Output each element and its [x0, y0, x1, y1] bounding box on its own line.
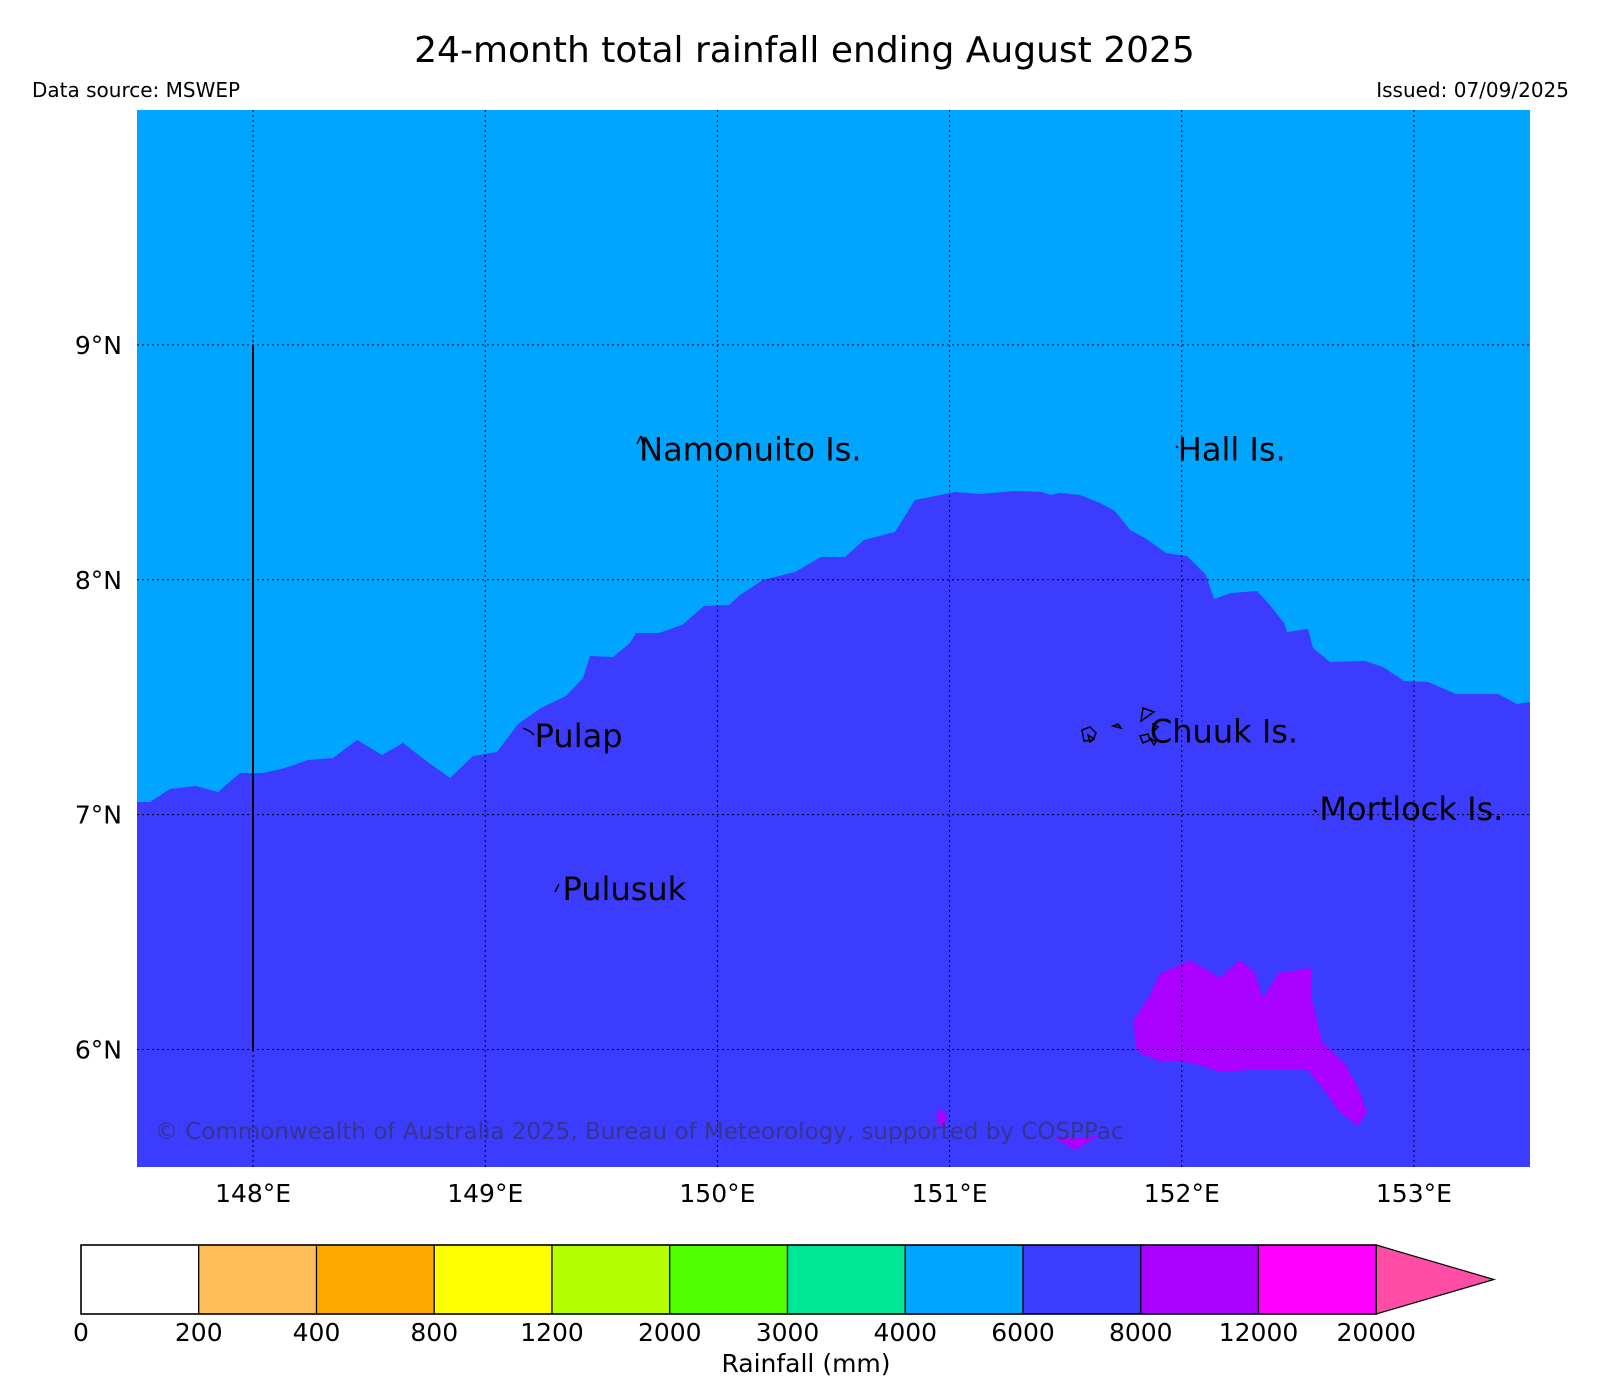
colorbar-swatch: [315, 1244, 435, 1315]
lat-tick-label: 9°N: [75, 331, 122, 360]
lon-tick-label: 153°E: [1376, 1179, 1452, 1208]
colorbar-extend-triangle: [1375, 1244, 1497, 1315]
colorbar-tick-label: 6000: [991, 1318, 1055, 1347]
colorbar-tick-label: 2000: [638, 1318, 702, 1347]
colorbar-tick-label: 20000: [1336, 1318, 1416, 1347]
colorbar-tick-label: 1200: [520, 1318, 584, 1347]
colorbar-swatch: [80, 1244, 200, 1315]
colorbar-tick-label: 4000: [873, 1318, 937, 1347]
lon-tick-label: 148°E: [215, 1179, 291, 1208]
colorbar-swatch: [904, 1244, 1024, 1315]
island-label: Namonuito Is.: [639, 431, 861, 469]
colorbar-border: [80, 1244, 1377, 1315]
lat-tick-label: 7°N: [75, 801, 122, 830]
island-label: Mortlock Is.: [1319, 790, 1503, 828]
colorbar-tick-label: 3000: [756, 1318, 820, 1347]
copyright-text: © Commonwealth of Australia 2025, Bureau…: [155, 1119, 1124, 1145]
rainfall-band-8000-12000: [1134, 960, 1367, 1126]
lon-tick-label: 152°E: [1144, 1179, 1220, 1208]
island-label: Hall Is.: [1178, 431, 1286, 469]
issued-date-label: Issued: 07/09/2025: [1376, 78, 1569, 102]
island-label: Chuuk Is.: [1150, 712, 1298, 750]
data-source-label: Data source: MSWEP: [32, 78, 241, 102]
lon-tick-label: 149°E: [447, 1179, 523, 1208]
island-label: Pulap: [535, 717, 623, 755]
rainfall-band-8000-12000-small: [1054, 1135, 1100, 1150]
colorbar: 0 200 400 800 1200 2000 3000 4000 6000 8000 12000 2…: [73, 1244, 1497, 1347]
colorbar-swatch: [1022, 1244, 1142, 1315]
colorbar-swatch: [1140, 1244, 1260, 1315]
colorbar-tick-label: 0: [73, 1318, 89, 1347]
colorbar-swatch: [1257, 1244, 1377, 1315]
colorbar-tick-label: 400: [293, 1318, 341, 1347]
rainfall-band-8000-12000-small: [937, 1108, 947, 1128]
colorbar-tick-label: 8000: [1109, 1318, 1173, 1347]
colorbar-label: Rainfall (mm): [721, 1349, 890, 1378]
lat-tick-label: 8°N: [75, 566, 122, 595]
lon-tick-label: 151°E: [912, 1179, 988, 1208]
colorbar-swatch: [433, 1244, 553, 1315]
island-marks: [522, 435, 1318, 893]
chuuk-islands-outline: [1081, 706, 1160, 747]
colorbar-tick-label: 800: [410, 1318, 458, 1347]
lat-tick-label: 6°N: [75, 1036, 122, 1065]
lon-tick-label: 150°E: [679, 1179, 755, 1208]
colorbar-swatch: [669, 1244, 789, 1315]
colorbar-tick-label: 12000: [1219, 1318, 1299, 1347]
colorbar-swatch: [786, 1244, 906, 1315]
colorbar-tick-label: 200: [175, 1318, 223, 1347]
island-label: Pulusuk: [563, 870, 687, 908]
map-title: 24-month total rainfall ending August 20…: [414, 30, 1195, 71]
colorbar-swatch: [551, 1244, 671, 1315]
colorbar-swatch: [198, 1244, 318, 1315]
